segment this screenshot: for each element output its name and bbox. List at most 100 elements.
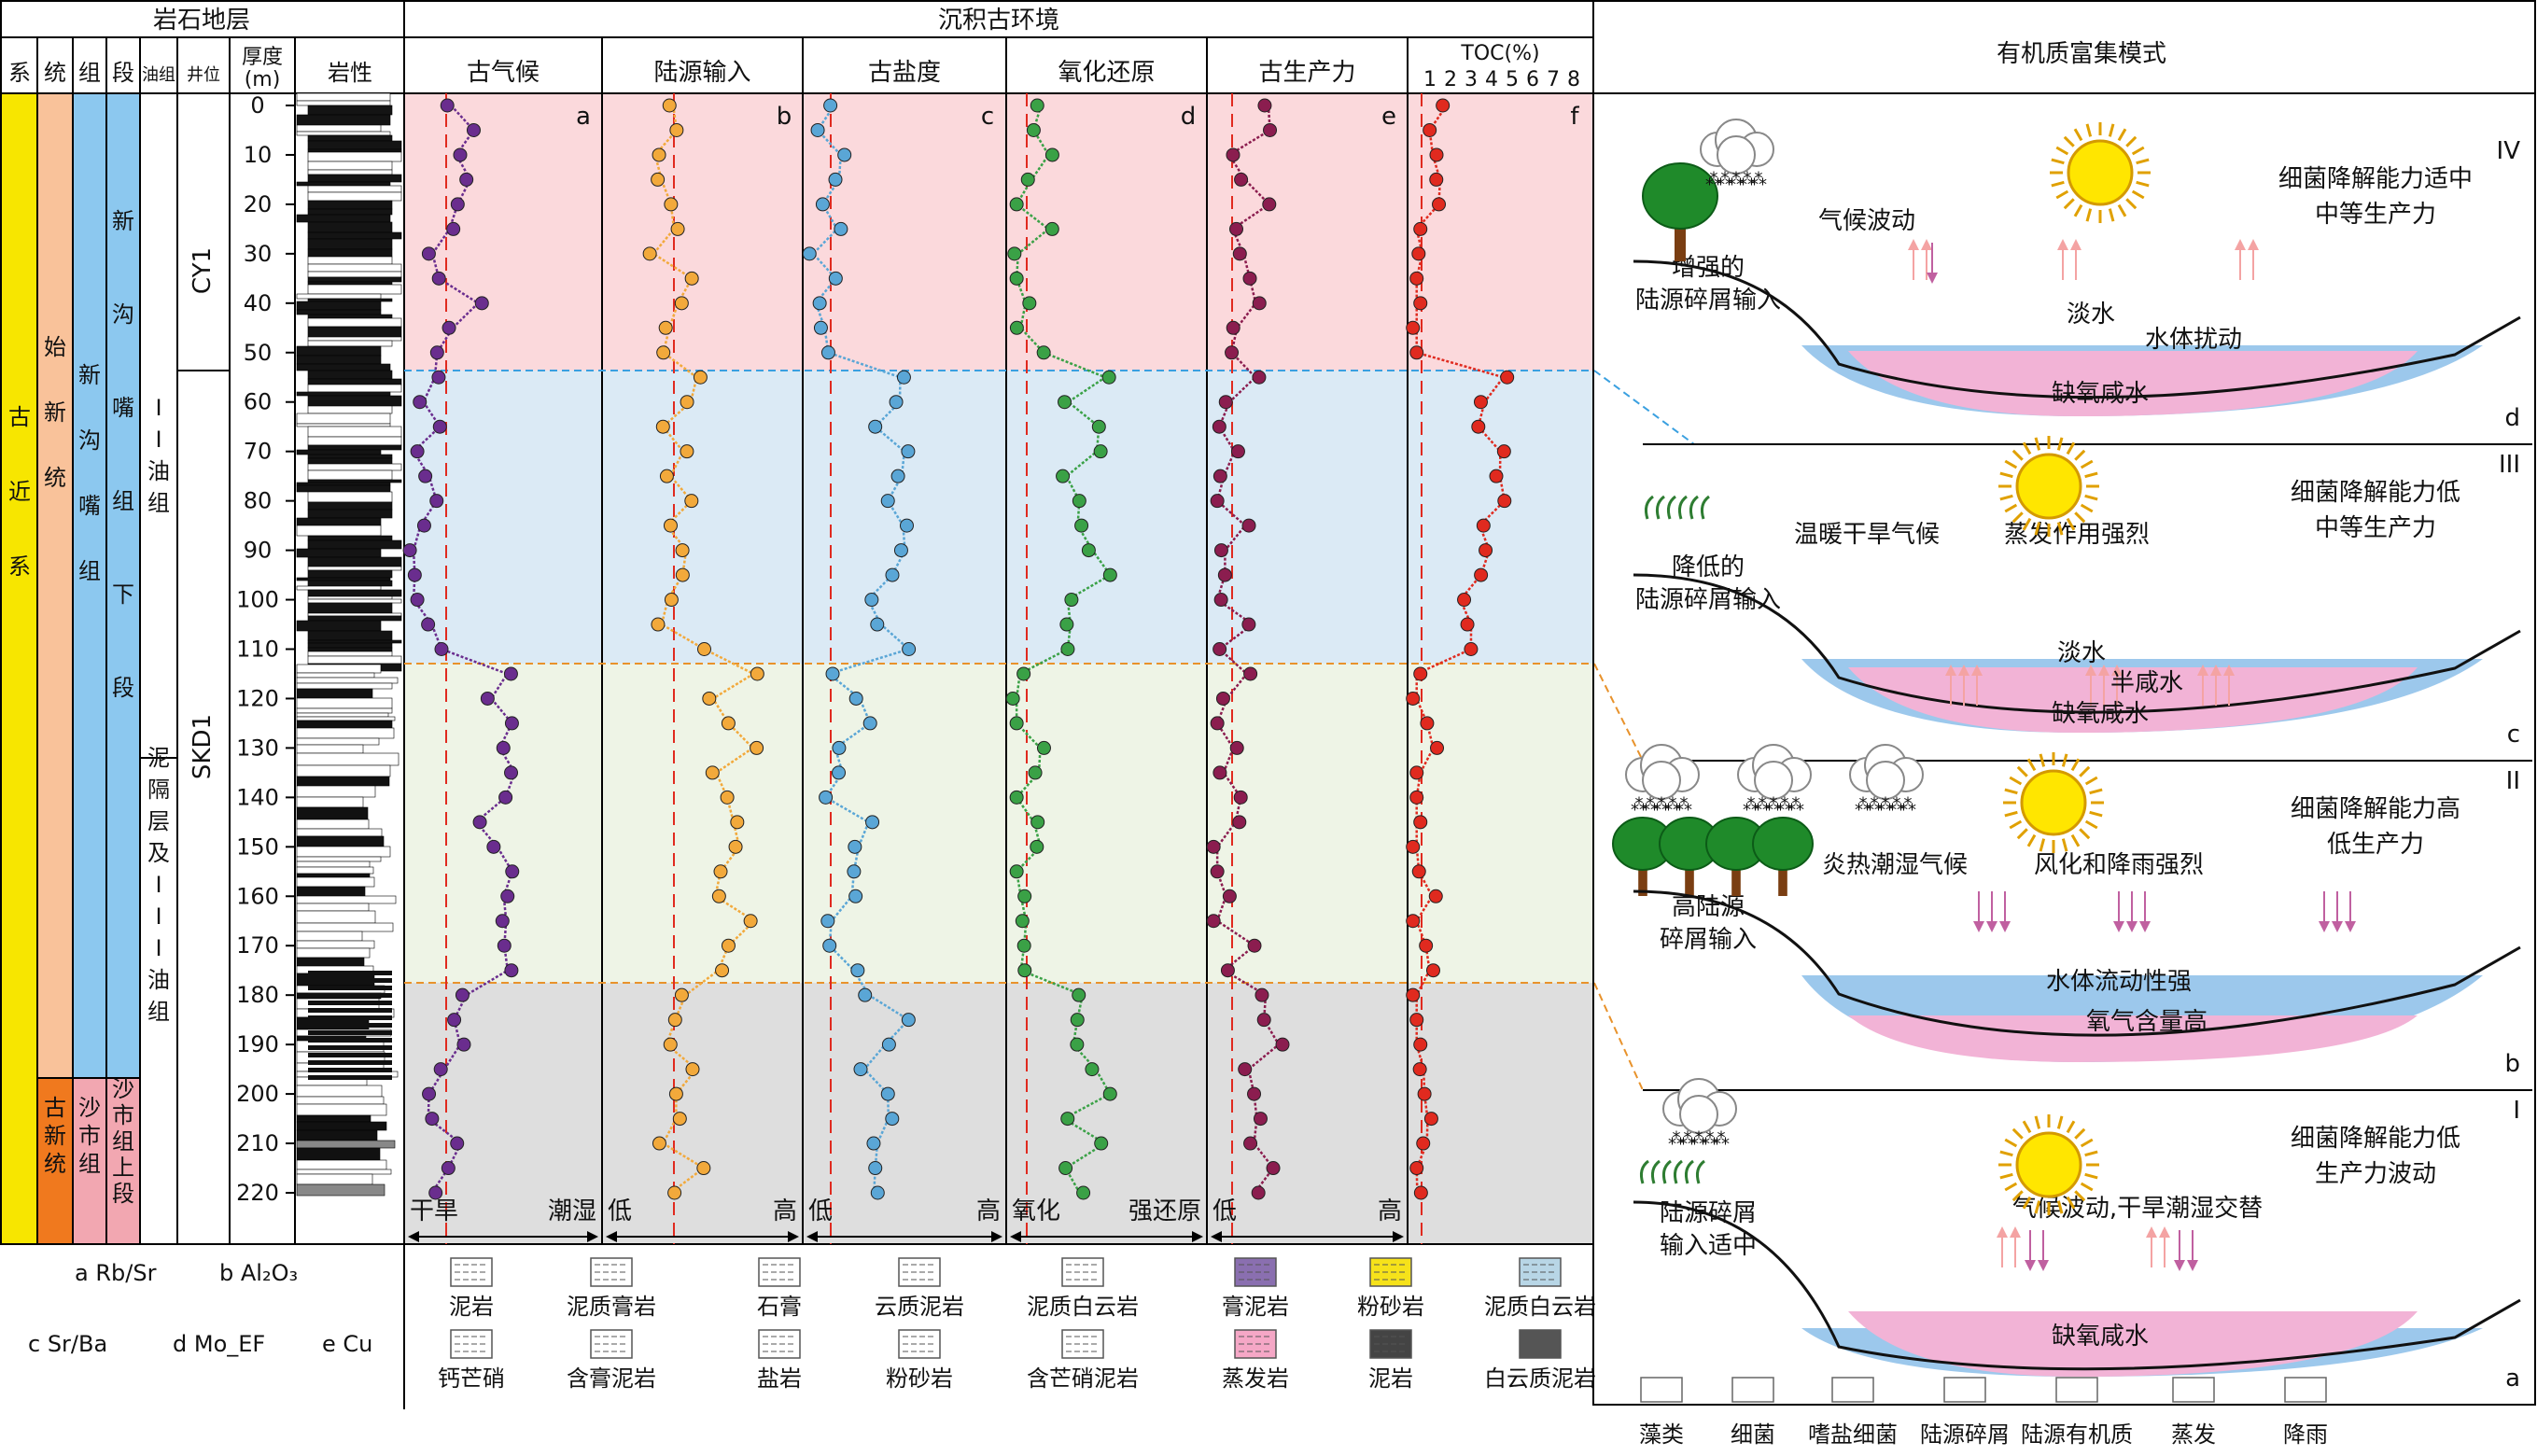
redox-curve-point bbox=[1102, 567, 1117, 582]
redox-curve-point bbox=[1028, 765, 1043, 780]
system-label: 古近系 bbox=[8, 404, 31, 580]
redox-curve-point bbox=[1093, 444, 1108, 459]
productivity-curve-point bbox=[1210, 864, 1225, 879]
litho-band bbox=[307, 231, 402, 240]
terrigenous-curve bbox=[642, 93, 764, 1244]
stage-right-1: 细菌降解能力低 bbox=[2291, 479, 2460, 507]
productivity-curve-point bbox=[1247, 1086, 1262, 1101]
axis-ends: 干旱 潮湿低高低高氧化 强还原低高 bbox=[408, 1197, 1404, 1242]
water-label: 氧气含量高 bbox=[2086, 1008, 2208, 1036]
panel-letter-c: c bbox=[981, 103, 994, 131]
paleoclimate-curve-point bbox=[431, 271, 446, 286]
toc-curve-point bbox=[1479, 543, 1493, 558]
oil-group-lower-label-char: I bbox=[155, 872, 161, 898]
litho-band bbox=[296, 664, 382, 674]
depth-label-0: 0 bbox=[250, 92, 264, 119]
litho-band bbox=[296, 363, 391, 371]
basin-profile bbox=[1633, 889, 2521, 1037]
stage-climate: 炎热潮湿气候 bbox=[1822, 851, 1968, 879]
toc-curve-point bbox=[1474, 567, 1489, 582]
litho-band bbox=[307, 208, 393, 216]
productivity-curve-point bbox=[1212, 642, 1227, 656]
lith-label: 泥质膏岩 bbox=[567, 1294, 656, 1320]
rain-drop: ⁂ bbox=[1702, 1129, 1718, 1149]
litho-band bbox=[308, 986, 392, 990]
redox-curve-point bbox=[1017, 963, 1032, 978]
series-lower-label-char: 统 bbox=[44, 1151, 66, 1177]
productivity-curve-point bbox=[1238, 1062, 1253, 1077]
rain-drop: ⁂ bbox=[1631, 795, 1647, 815]
stage-right-2: 中等生产力 bbox=[2315, 201, 2436, 229]
paleoclimate-curve-point bbox=[450, 197, 465, 212]
toc-curve-point bbox=[1496, 444, 1511, 459]
model-legend-label: 蒸发 bbox=[2171, 1421, 2216, 1448]
litho-band bbox=[296, 1121, 387, 1131]
evaporation-arrows bbox=[1997, 1226, 2021, 1267]
paleoclimate-curve-point bbox=[434, 642, 449, 656]
terrigenous-curve-point bbox=[696, 1161, 711, 1176]
rain-drop: ⁂ bbox=[1653, 795, 1670, 815]
terrigenous-curve-point bbox=[674, 296, 689, 311]
redox-curve-point bbox=[1036, 740, 1051, 755]
toc-tick-2: 3 bbox=[1465, 68, 1478, 91]
sun-icon bbox=[1998, 1114, 2099, 1215]
redox-curve bbox=[1005, 93, 1117, 1244]
terrigenous-curve-point bbox=[684, 271, 699, 286]
litho-band bbox=[296, 677, 399, 684]
rain-drop: ⁂ bbox=[1690, 1129, 1707, 1149]
member-upper-label-char: 沟 bbox=[112, 301, 134, 328]
column-headers: 系统组段油组 井位 厚度(m) 岩性 bbox=[8, 46, 372, 91]
redox-curve-point bbox=[1091, 419, 1106, 434]
toc-curve-point bbox=[1413, 666, 1428, 681]
litho-band bbox=[296, 873, 371, 878]
rain-drop: ⁂ bbox=[1888, 795, 1905, 815]
arrow-head bbox=[2139, 921, 2151, 932]
member-upper-label-char: 下 bbox=[112, 581, 134, 608]
salinity-curve-point bbox=[820, 345, 835, 360]
terrigenous-curve-point bbox=[743, 914, 758, 929]
arrow-head bbox=[2345, 921, 2356, 932]
strata-header: 岩石地层 bbox=[153, 7, 250, 35]
redox-curve-point bbox=[1085, 1062, 1100, 1077]
arrow-head bbox=[2098, 665, 2109, 676]
terrigenous-curve-point bbox=[711, 889, 726, 903]
sun-ray bbox=[2084, 494, 2098, 501]
arrow-head-l-4 bbox=[1211, 1231, 1222, 1242]
paleoclimate-curve-point bbox=[453, 147, 468, 162]
sun-ray bbox=[2051, 158, 2065, 165]
salinity-curve-point bbox=[850, 963, 865, 978]
litho-band bbox=[307, 569, 393, 579]
rain-drop: ⁂ bbox=[1728, 170, 1745, 189]
redox-curve-point bbox=[1017, 889, 1032, 903]
depth-label-210: 210 bbox=[236, 1130, 279, 1156]
sun-ray bbox=[2004, 1182, 2018, 1192]
productivity-curve-point bbox=[1251, 1185, 1266, 1200]
rain-drop: ⁂ bbox=[1642, 795, 1659, 815]
paleoclimate-curve-point bbox=[433, 1062, 448, 1077]
col-header-4: 油组 bbox=[142, 65, 175, 85]
redox-curve-point bbox=[1030, 815, 1045, 830]
rain-arrows bbox=[1973, 891, 2011, 932]
sun-ray bbox=[2034, 1115, 2041, 1129]
litho-band bbox=[296, 92, 391, 102]
arrow-head bbox=[2332, 921, 2343, 932]
model-legend-label: 陆源有机质 bbox=[2021, 1421, 2133, 1448]
sun-ray bbox=[2089, 810, 2103, 818]
toc-tick-1: 2 bbox=[1444, 68, 1457, 91]
arrow-head bbox=[2197, 665, 2208, 676]
depth-label-180: 180 bbox=[236, 982, 279, 1008]
litho-band bbox=[307, 463, 402, 471]
rain-drop: ⁂ bbox=[1877, 795, 1894, 815]
oil-group-lower-label-char: 隔 bbox=[147, 777, 170, 803]
lith-label: 含芒硝泥岩 bbox=[1027, 1365, 1139, 1392]
redox-curve-point bbox=[1020, 172, 1035, 187]
arrow-head bbox=[2174, 1260, 2185, 1271]
toc-curve-point bbox=[1464, 642, 1479, 656]
litho-band bbox=[307, 161, 393, 171]
proxy-curves bbox=[402, 93, 1515, 1244]
litho-band bbox=[296, 682, 393, 690]
grass-icon bbox=[1640, 1159, 1705, 1184]
litho-band bbox=[296, 355, 382, 365]
stage-roman: II bbox=[2506, 767, 2520, 795]
